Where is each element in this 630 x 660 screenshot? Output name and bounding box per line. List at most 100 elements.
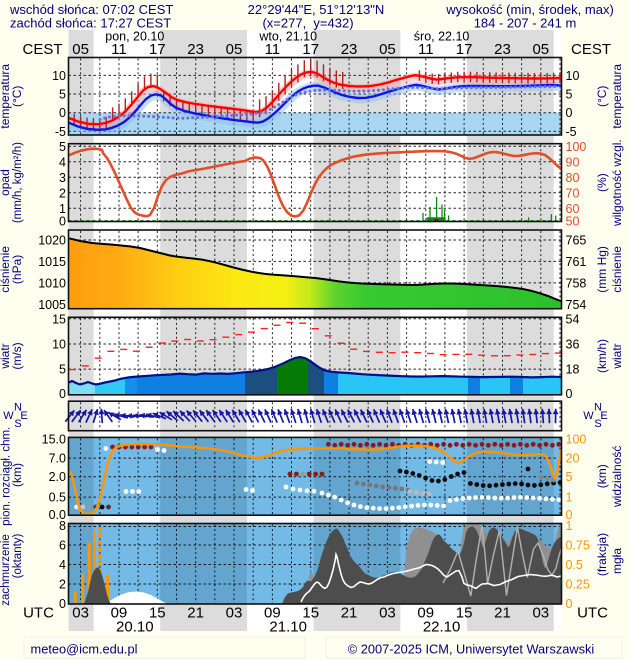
svg-text:(m/s): (m/s) (10, 342, 24, 369)
svg-text:10: 10 (52, 69, 66, 83)
svg-text:(mm Hg): (mm Hg) (595, 246, 609, 293)
svg-text:(x=277, y=432): (x=277, y=432) (262, 16, 353, 31)
svg-text:17: 17 (456, 41, 473, 58)
svg-text:CEST: CEST (571, 41, 611, 58)
svg-text:UTC: UTC (577, 605, 608, 622)
svg-text:22°29'44"E, 51°12'13"N: 22°29'44"E, 51°12'13"N (248, 2, 385, 17)
svg-text:wto, 21.10: wto, 21.10 (258, 30, 317, 44)
svg-text:10: 10 (566, 69, 580, 83)
svg-text:meteo@icm.edu.pl: meteo@icm.edu.pl (31, 642, 138, 657)
svg-text:60: 60 (566, 202, 580, 216)
svg-text:20.10: 20.10 (116, 619, 154, 636)
svg-text:W: W (583, 410, 594, 422)
svg-text:temperatura: temperatura (610, 64, 624, 129)
svg-text:opad: opad (0, 169, 12, 196)
svg-text:temperatura: temperatura (0, 64, 12, 129)
svg-text:zachmurzenie: zachmurzenie (0, 534, 12, 606)
svg-text:wilgotność wzgl.: wilgotność wzgl. (610, 139, 624, 227)
svg-text:(frakcja): (frakcja) (595, 533, 609, 576)
svg-text:03: 03 (226, 605, 243, 622)
svg-text:15: 15 (149, 605, 166, 622)
svg-text:11: 11 (111, 41, 127, 58)
svg-text:5: 5 (59, 88, 66, 102)
svg-text:03: 03 (379, 605, 396, 622)
svg-text:20: 20 (566, 452, 580, 466)
svg-text:21: 21 (494, 605, 511, 622)
svg-text:23: 23 (187, 41, 204, 58)
svg-text:0: 0 (59, 215, 66, 229)
svg-text:wysokość (min, środek, max): wysokość (min, środek, max) (445, 2, 614, 17)
svg-text:754: 754 (566, 298, 587, 312)
svg-text:pon, 20.10: pon, 20.10 (105, 30, 164, 44)
svg-text:-5: -5 (566, 125, 577, 139)
svg-text:23: 23 (494, 41, 511, 58)
svg-text:50: 50 (566, 215, 580, 229)
svg-text:21.10: 21.10 (269, 619, 307, 636)
svg-text:0: 0 (566, 597, 573, 611)
svg-text:5: 5 (566, 88, 573, 102)
svg-text:36: 36 (566, 338, 580, 352)
svg-text:N: N (14, 402, 22, 414)
svg-text:0.0: 0.0 (49, 508, 66, 522)
svg-text:70: 70 (566, 186, 580, 200)
svg-text:(mm/h, kg/m²/h): (mm/h, kg/m²/h) (12, 142, 24, 223)
svg-text:E: E (20, 410, 27, 422)
svg-text:(km): (km) (595, 464, 609, 488)
svg-text:09: 09 (264, 605, 281, 622)
svg-text:1020: 1020 (38, 234, 66, 248)
svg-text:widzialność: widzialność (610, 446, 624, 508)
svg-text:2.0: 2.0 (49, 470, 66, 484)
svg-text:05: 05 (379, 41, 396, 58)
svg-text:05: 05 (72, 41, 89, 58)
svg-text:15: 15 (52, 312, 66, 326)
svg-text:761: 761 (566, 255, 587, 269)
svg-text:wiatr: wiatr (0, 343, 12, 369)
svg-text:0: 0 (59, 597, 66, 611)
svg-text:S: S (14, 418, 21, 430)
svg-text:2: 2 (59, 578, 66, 592)
svg-text:pion. rozciągł. chm.: pion. rozciągł. chm. (1, 427, 13, 526)
svg-text:11: 11 (265, 41, 281, 58)
svg-text:54: 54 (566, 312, 580, 326)
svg-text:17: 17 (302, 41, 319, 58)
svg-text:(°C): (°C) (595, 86, 609, 107)
svg-text:100: 100 (566, 140, 587, 154)
svg-text:1005: 1005 (38, 298, 66, 312)
svg-text:8: 8 (59, 519, 66, 533)
svg-text:21: 21 (341, 605, 358, 622)
svg-text:© 2007-2025 ICM, Uniwersytet W: © 2007-2025 ICM, Uniwersytet Warszawski (348, 642, 594, 657)
svg-text:5: 5 (566, 470, 573, 484)
svg-text:1: 1 (59, 202, 66, 216)
svg-text:0: 0 (59, 106, 66, 120)
svg-text:(km/h): (km/h) (595, 339, 609, 373)
svg-text:765: 765 (566, 234, 587, 248)
svg-text:7.0: 7.0 (49, 452, 66, 466)
svg-text:(oktanty): (oktanty) (12, 533, 24, 578)
svg-text:mgła: mgła (610, 548, 624, 574)
svg-text:śro, 22.10: śro, 22.10 (414, 30, 470, 44)
svg-text:03: 03 (532, 605, 549, 622)
svg-text:S: S (594, 418, 601, 430)
svg-text:(%): (%) (595, 173, 609, 192)
svg-text:184 - 207 - 241 m: 184 - 207 - 241 m (474, 16, 577, 31)
svg-text:UTC: UTC (23, 605, 54, 622)
svg-text:ciśnienie: ciśnienie (0, 246, 12, 293)
svg-text:0: 0 (566, 387, 573, 401)
svg-text:-5: -5 (55, 125, 66, 139)
svg-text:ciśnienie: ciśnienie (610, 246, 624, 293)
svg-text:6: 6 (59, 539, 66, 553)
svg-text:E: E (600, 410, 607, 422)
svg-text:5: 5 (59, 140, 66, 154)
svg-text:0.5: 0.5 (566, 558, 583, 572)
svg-text:wiatr: wiatr (610, 343, 624, 369)
svg-text:5: 5 (59, 363, 66, 377)
svg-text:1015: 1015 (38, 255, 66, 269)
svg-text:(km): (km) (10, 463, 24, 487)
svg-text:21: 21 (187, 605, 204, 622)
svg-text:N: N (594, 402, 602, 414)
svg-text:0: 0 (59, 387, 66, 401)
svg-text:1010: 1010 (38, 276, 66, 290)
svg-text:15.0: 15.0 (42, 433, 66, 447)
svg-text:wschód słońca: 07:02 CEST: wschód słońca: 07:02 CEST (9, 2, 173, 17)
svg-text:zachód słońca: 17:27 CEST: zachód słońca: 17:27 CEST (10, 16, 171, 31)
